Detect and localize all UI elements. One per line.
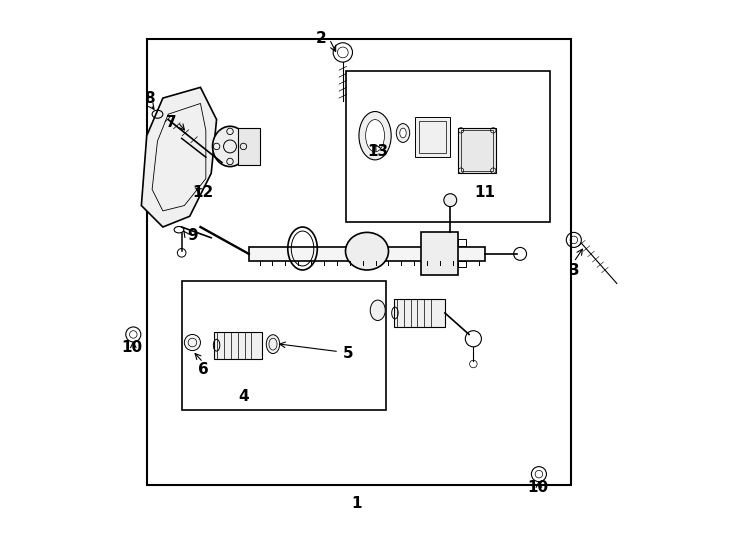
Polygon shape — [142, 87, 217, 227]
Ellipse shape — [359, 112, 391, 160]
Circle shape — [444, 194, 457, 207]
Ellipse shape — [370, 300, 385, 321]
Text: 13: 13 — [367, 144, 388, 159]
Bar — [458, 239, 466, 246]
Ellipse shape — [396, 124, 410, 143]
Text: 8: 8 — [144, 91, 155, 106]
Bar — [214, 332, 262, 359]
Text: 9: 9 — [187, 227, 197, 242]
Bar — [181, 281, 386, 410]
Text: 10: 10 — [527, 480, 548, 495]
Bar — [249, 247, 485, 261]
Text: 12: 12 — [192, 185, 214, 200]
Bar — [394, 299, 445, 327]
Text: 1: 1 — [351, 496, 362, 511]
Ellipse shape — [213, 126, 247, 166]
Bar — [415, 117, 450, 157]
Text: 5: 5 — [343, 346, 354, 361]
Bar — [421, 232, 458, 275]
Bar — [458, 261, 466, 267]
Bar — [458, 127, 496, 173]
Text: 4: 4 — [238, 389, 249, 404]
Ellipse shape — [400, 128, 406, 138]
Text: 10: 10 — [122, 340, 143, 355]
Circle shape — [184, 334, 200, 350]
Bar — [147, 39, 571, 485]
Text: 7: 7 — [166, 115, 176, 130]
Ellipse shape — [346, 232, 388, 270]
Bar — [346, 71, 550, 221]
Bar — [419, 120, 446, 153]
Text: 11: 11 — [475, 185, 495, 200]
Bar — [461, 130, 493, 171]
Ellipse shape — [266, 335, 280, 354]
Text: 3: 3 — [569, 262, 579, 278]
Text: 2: 2 — [316, 31, 327, 46]
Ellipse shape — [366, 119, 385, 152]
Bar — [238, 127, 260, 165]
Text: 6: 6 — [197, 362, 208, 377]
